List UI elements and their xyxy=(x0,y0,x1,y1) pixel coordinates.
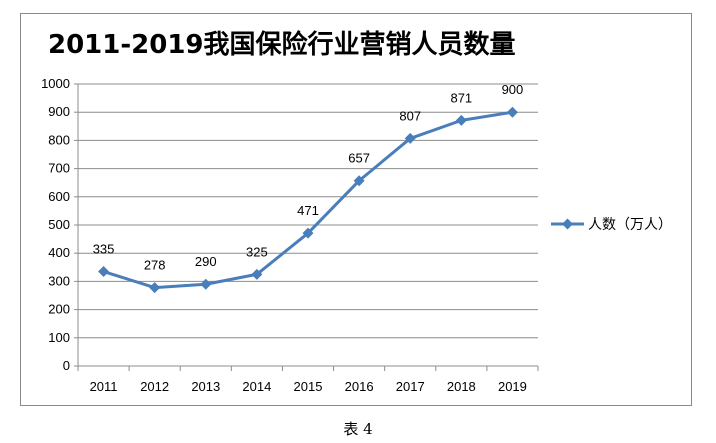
data-label: 290 xyxy=(195,254,217,269)
y-tick-label: 800 xyxy=(48,132,70,147)
x-tick-labels: 2011 2012 2013 2014 2015 2016 2017 2018 2019 xyxy=(90,379,527,394)
data-label: 871 xyxy=(450,90,472,105)
chart-title: 2011-2019我国保险行业营销人员数量 xyxy=(48,30,516,60)
legend-label: 人数（万人） xyxy=(588,217,672,233)
data-label: 807 xyxy=(399,108,421,123)
data-point xyxy=(455,114,467,126)
x-tick-label: 2019 xyxy=(498,379,527,394)
y-tick-label: 500 xyxy=(48,217,70,232)
axes xyxy=(74,83,539,371)
y-tick-label: 200 xyxy=(48,302,70,317)
x-tick-label: 2018 xyxy=(447,379,476,394)
legend-marker xyxy=(562,218,573,230)
chart-frame xyxy=(20,13,692,406)
y-tick-label: 400 xyxy=(48,245,70,260)
y-tick-label: 300 xyxy=(48,273,70,288)
data-point xyxy=(353,175,365,187)
data-point xyxy=(251,268,263,280)
y-tick-labels: 0 100 200 300 400 500 600 700 800 900 1000 xyxy=(41,76,70,373)
data-labels: 335 278 290 325 471 657 807 871 900 xyxy=(93,82,524,272)
data-point xyxy=(506,106,518,118)
x-tick-label: 2012 xyxy=(140,379,169,394)
y-tick-label: 1000 xyxy=(41,76,70,91)
x-tick-label: 2015 xyxy=(294,379,323,394)
data-point xyxy=(149,282,161,294)
data-label: 900 xyxy=(502,82,524,97)
x-tick-label: 2016 xyxy=(345,379,374,394)
data-point xyxy=(98,266,110,278)
y-tick-label: 700 xyxy=(48,161,70,176)
y-tick-label: 900 xyxy=(48,104,70,119)
y-tick-label: 100 xyxy=(48,330,70,345)
x-tick-label: 2013 xyxy=(191,379,220,394)
gridlines xyxy=(78,83,538,339)
data-label: 657 xyxy=(348,151,370,166)
figure-caption: 表 4 xyxy=(343,420,373,438)
data-label: 278 xyxy=(144,258,166,273)
x-tick-label: 2011 xyxy=(90,379,118,394)
x-tick-label: 2014 xyxy=(242,379,271,394)
series-line xyxy=(98,106,518,294)
data-point xyxy=(200,278,212,290)
y-tick-label: 600 xyxy=(48,189,70,204)
legend: 人数（万人） xyxy=(551,217,672,233)
data-label: 335 xyxy=(93,242,115,257)
data-label: 325 xyxy=(246,244,268,259)
data-label: 471 xyxy=(297,203,319,218)
y-tick-label: 0 xyxy=(63,358,70,373)
data-point xyxy=(404,132,416,144)
x-tick-label: 2017 xyxy=(396,379,425,394)
data-point xyxy=(302,227,314,239)
